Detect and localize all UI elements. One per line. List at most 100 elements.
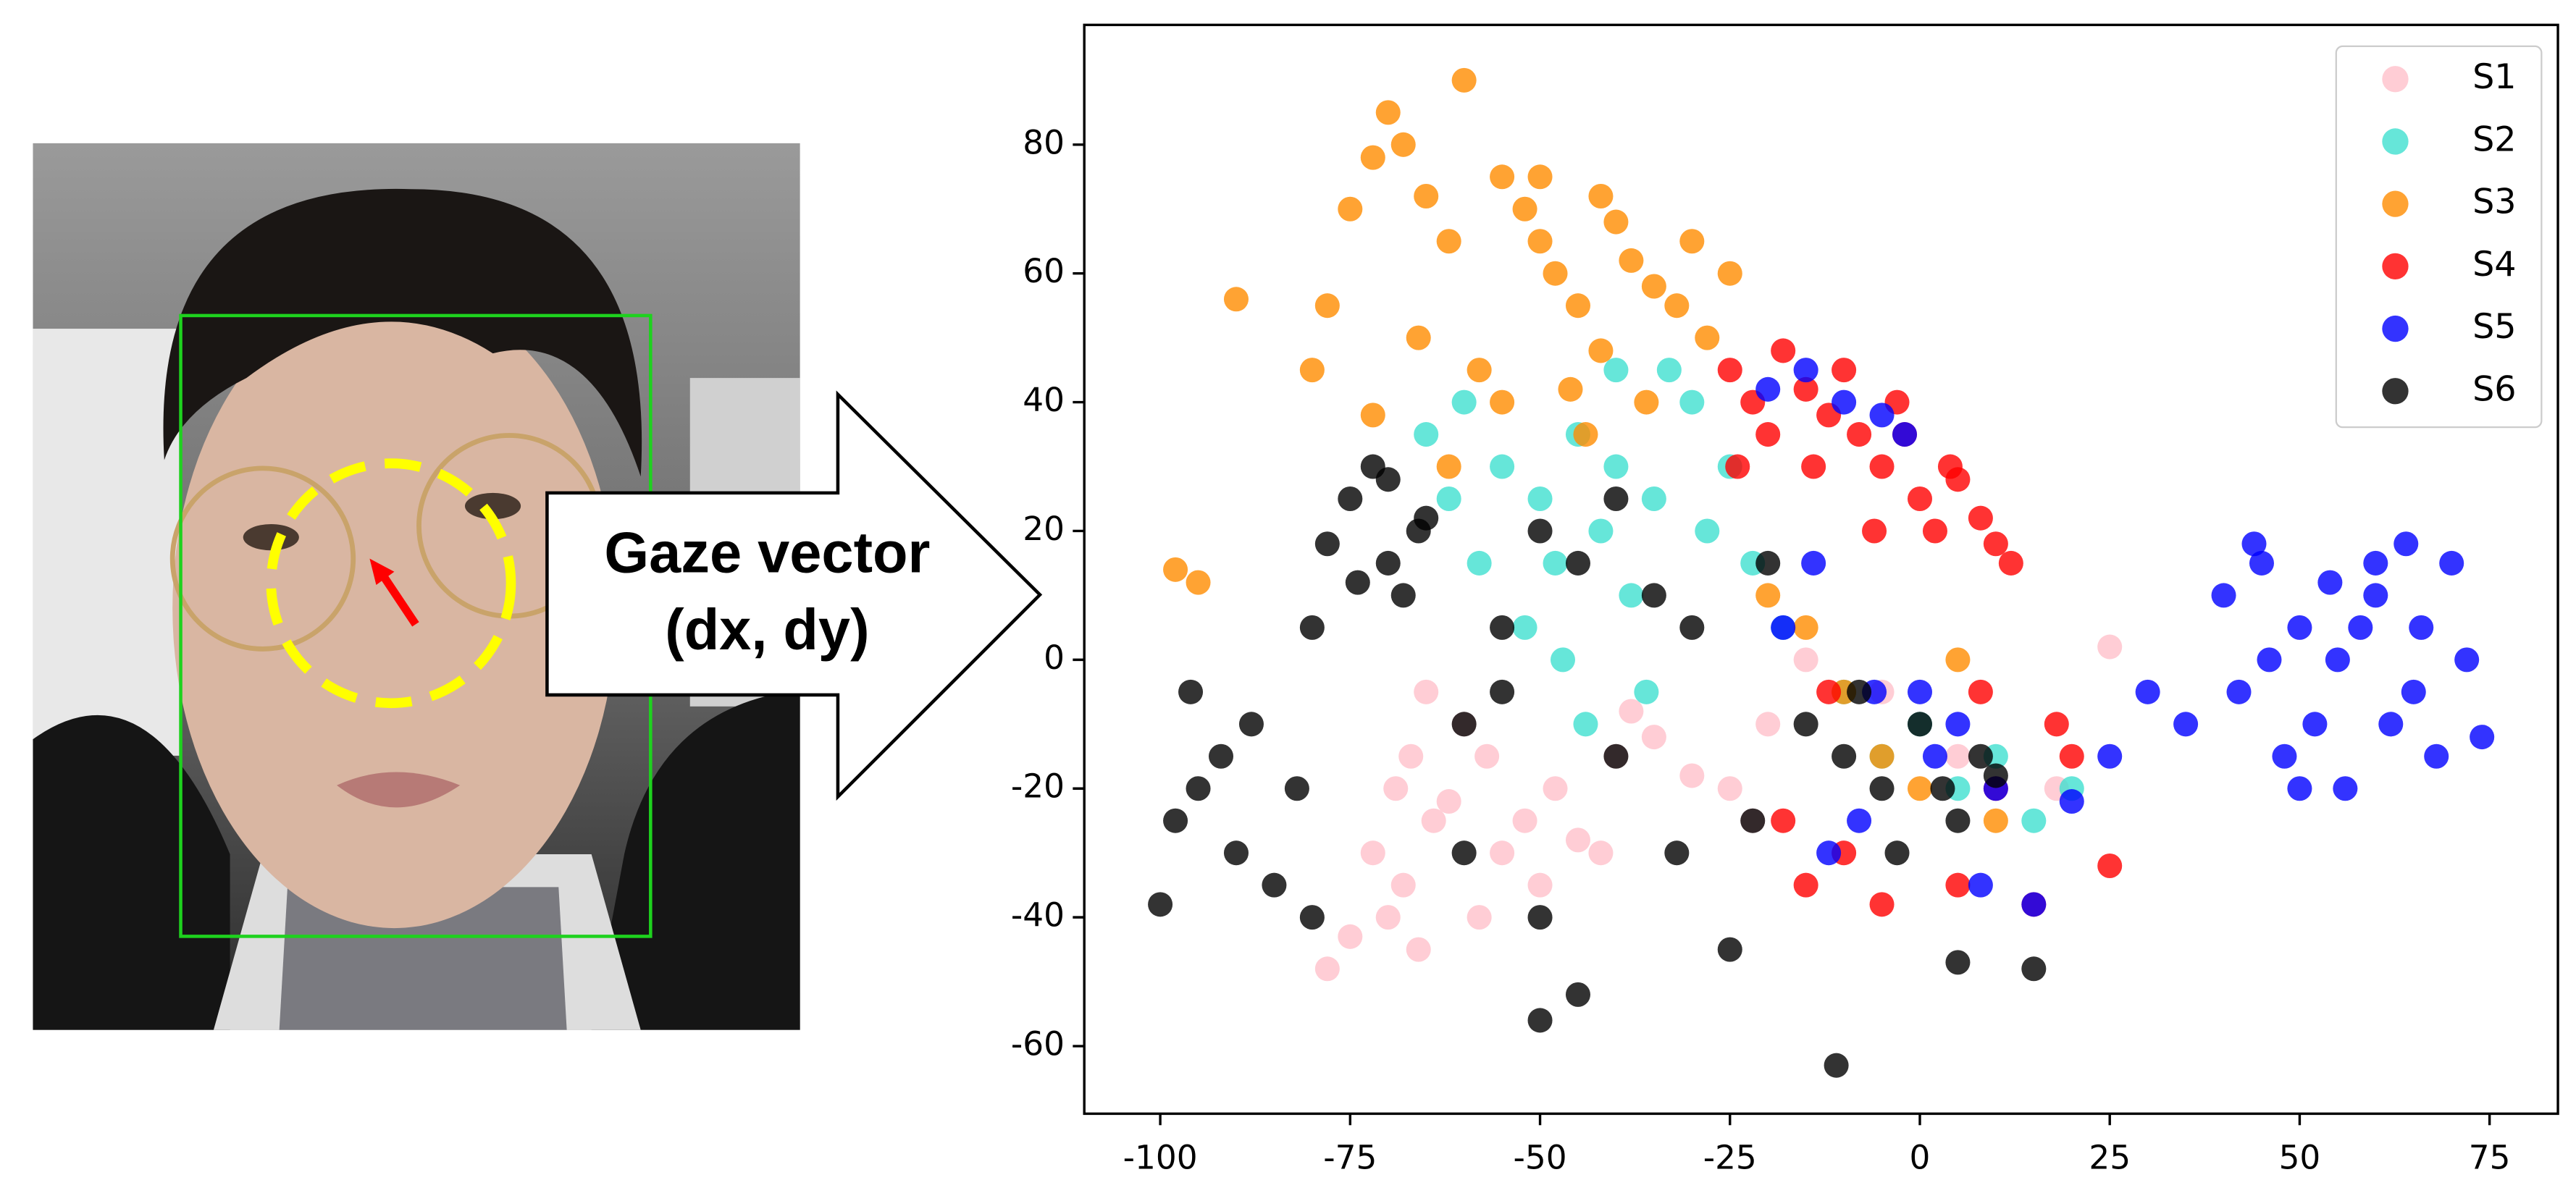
point (1398, 743, 1424, 769)
point (1543, 550, 1568, 576)
point (1717, 358, 1742, 383)
point (1474, 743, 1500, 769)
point (1223, 840, 1249, 866)
point (1945, 950, 1971, 975)
point (1565, 550, 1590, 576)
point (1360, 403, 1385, 428)
point (1869, 454, 1895, 479)
point (1717, 937, 1742, 962)
y-tick-label: -60 (1011, 1025, 1065, 1063)
point (1467, 550, 1492, 576)
point (1390, 583, 1416, 608)
legend-label: S6 (2472, 369, 2517, 409)
point (1619, 583, 1644, 608)
y-tick-label: 40 (1023, 381, 1065, 419)
y-tick-label: 0 (1044, 639, 1065, 677)
point (1740, 808, 1766, 833)
point (1573, 712, 1598, 737)
point (1930, 776, 1955, 801)
point (1619, 248, 1644, 273)
point (1983, 763, 2008, 788)
point (2470, 725, 2495, 750)
point (1656, 358, 1682, 383)
point (1793, 358, 1818, 383)
point (2097, 634, 2123, 660)
point (1338, 924, 1363, 949)
point (1945, 872, 1971, 898)
point (1338, 486, 1363, 512)
point (1998, 550, 2023, 576)
point (1801, 550, 1826, 576)
point (1717, 261, 1742, 286)
x-tick-label: 75 (2469, 1138, 2511, 1176)
point (1421, 808, 1446, 833)
y-tick-label: 60 (1023, 252, 1065, 290)
point (1641, 274, 1666, 299)
point (1771, 338, 1796, 363)
point (2401, 679, 2426, 704)
x-tick-label: 25 (2089, 1138, 2131, 1176)
point (1451, 712, 1477, 737)
face-photo (33, 143, 800, 1030)
point (1345, 570, 1370, 595)
point (1793, 872, 1818, 898)
legend-marker (2382, 128, 2409, 155)
point (1467, 358, 1492, 383)
point (1360, 840, 1385, 866)
point (1527, 905, 1553, 930)
point (1603, 743, 1629, 769)
point (1527, 229, 1553, 254)
point (2249, 550, 2274, 576)
point (1679, 763, 1705, 788)
point (1945, 712, 1971, 737)
point (1679, 615, 1705, 640)
point (1793, 615, 1818, 640)
point (1588, 518, 1614, 544)
point (1178, 679, 1204, 704)
point (1314, 531, 1340, 557)
point (1512, 615, 1537, 640)
point (2325, 647, 2350, 673)
point (2454, 647, 2480, 673)
point (1299, 358, 1325, 383)
point (1816, 679, 1842, 704)
point (1414, 183, 1439, 208)
point (1588, 338, 1614, 363)
point (1406, 937, 1431, 962)
point (1907, 776, 1932, 801)
point (1922, 518, 1947, 544)
point (1238, 712, 1264, 737)
legend-label: S5 (2472, 307, 2517, 347)
point (1383, 776, 1409, 801)
point (1725, 454, 1750, 479)
point (2348, 615, 2373, 640)
point (1490, 389, 1515, 415)
point (1907, 679, 1932, 704)
point (1892, 422, 1918, 447)
point (1755, 712, 1781, 737)
point (1186, 570, 1211, 595)
arrow-label: Gaze vector (604, 520, 930, 584)
point (1163, 557, 1188, 582)
point (2044, 712, 2069, 737)
point (1527, 872, 1553, 898)
point (1573, 422, 1598, 447)
point (1299, 905, 1325, 930)
legend-marker (2382, 378, 2409, 405)
point (1832, 389, 1857, 415)
point (1945, 808, 1971, 833)
x-tick-label: -75 (1323, 1138, 1377, 1176)
point (1664, 293, 1690, 319)
point (2424, 743, 2449, 769)
point (2378, 712, 2404, 737)
point (1983, 808, 2008, 833)
x-tick-label: 0 (1910, 1138, 1931, 1176)
point (1968, 872, 1993, 898)
point (2226, 679, 2252, 704)
point (1862, 518, 1887, 544)
point (1512, 196, 1537, 222)
point (1375, 100, 1401, 125)
point (1641, 583, 1666, 608)
point (1414, 679, 1439, 704)
point (1148, 892, 1173, 917)
